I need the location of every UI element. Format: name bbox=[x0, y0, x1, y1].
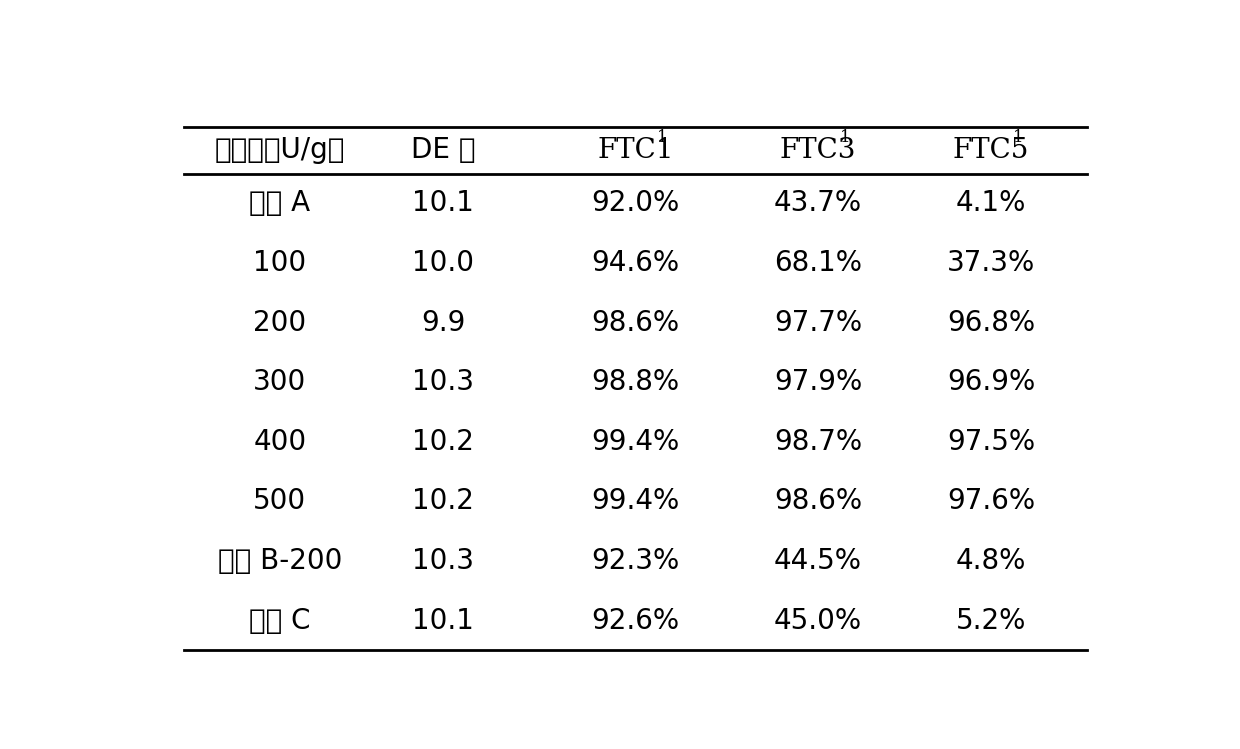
Text: 1: 1 bbox=[1013, 130, 1023, 146]
Text: 10.1: 10.1 bbox=[413, 607, 474, 634]
Text: 5.2%: 5.2% bbox=[956, 607, 1027, 634]
Text: 10.1: 10.1 bbox=[413, 189, 474, 217]
Text: 1: 1 bbox=[839, 130, 851, 146]
Text: 97.6%: 97.6% bbox=[947, 488, 1035, 515]
Text: 200: 200 bbox=[253, 309, 306, 336]
Text: 99.4%: 99.4% bbox=[591, 428, 680, 456]
Text: 96.8%: 96.8% bbox=[947, 309, 1035, 336]
Text: 对照 C: 对照 C bbox=[249, 607, 311, 634]
Text: 98.6%: 98.6% bbox=[591, 309, 680, 336]
Text: 对照 A: 对照 A bbox=[249, 189, 310, 217]
Text: FTC5: FTC5 bbox=[952, 137, 1029, 164]
Text: 4.8%: 4.8% bbox=[956, 547, 1027, 575]
Text: 10.0: 10.0 bbox=[412, 249, 474, 277]
Text: 92.6%: 92.6% bbox=[591, 607, 680, 634]
Text: 10.3: 10.3 bbox=[412, 547, 474, 575]
Text: 500: 500 bbox=[253, 488, 306, 515]
Text: 9.9: 9.9 bbox=[422, 309, 465, 336]
Text: 43.7%: 43.7% bbox=[774, 189, 862, 217]
Text: 98.7%: 98.7% bbox=[774, 428, 862, 456]
Text: 92.3%: 92.3% bbox=[591, 547, 680, 575]
Text: 68.1%: 68.1% bbox=[774, 249, 862, 277]
Text: 37.3%: 37.3% bbox=[947, 249, 1035, 277]
Text: 96.9%: 96.9% bbox=[947, 369, 1035, 396]
Text: 4.1%: 4.1% bbox=[956, 189, 1027, 217]
Text: 97.7%: 97.7% bbox=[774, 309, 862, 336]
Text: 98.8%: 98.8% bbox=[591, 369, 680, 396]
Text: 对照 B-200: 对照 B-200 bbox=[218, 547, 342, 575]
Text: 97.5%: 97.5% bbox=[947, 428, 1035, 456]
Text: 99.4%: 99.4% bbox=[591, 488, 680, 515]
Text: 98.6%: 98.6% bbox=[774, 488, 862, 515]
Text: 100: 100 bbox=[253, 249, 306, 277]
Text: 1: 1 bbox=[657, 130, 667, 146]
Text: 300: 300 bbox=[253, 369, 306, 396]
Text: FTC1: FTC1 bbox=[598, 137, 673, 164]
Text: 94.6%: 94.6% bbox=[591, 249, 680, 277]
Text: DE 値: DE 値 bbox=[410, 136, 476, 165]
Text: 45.0%: 45.0% bbox=[774, 607, 862, 634]
Text: 97.9%: 97.9% bbox=[774, 369, 862, 396]
Text: 10.2: 10.2 bbox=[413, 428, 474, 456]
Text: 400: 400 bbox=[253, 428, 306, 456]
Text: 92.0%: 92.0% bbox=[591, 189, 680, 217]
Text: 10.3: 10.3 bbox=[412, 369, 474, 396]
Text: FTC3: FTC3 bbox=[780, 137, 857, 164]
Text: 10.2: 10.2 bbox=[413, 488, 474, 515]
Text: 添加量（U/g）: 添加量（U/g） bbox=[215, 136, 345, 165]
Text: 44.5%: 44.5% bbox=[774, 547, 862, 575]
